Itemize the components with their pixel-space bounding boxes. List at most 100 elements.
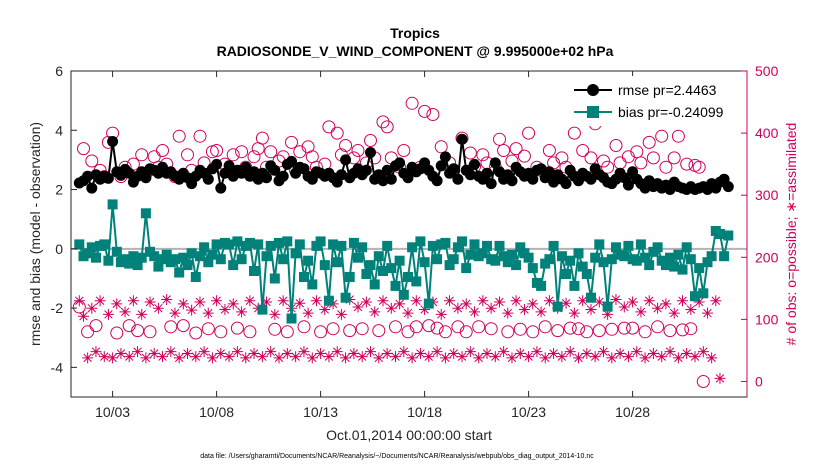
possible-obs-point xyxy=(397,144,411,157)
possible-obs-point xyxy=(555,151,569,165)
assimilated-obs-point xyxy=(369,306,381,318)
possible-obs-point xyxy=(434,140,448,154)
bias-point xyxy=(511,260,522,271)
bias-point xyxy=(315,236,326,247)
assimilated-obs-point xyxy=(431,346,443,358)
bias-point xyxy=(477,248,488,259)
assimilated-obs-point xyxy=(481,348,493,360)
rmse-point xyxy=(360,164,372,176)
bias-point xyxy=(719,251,730,262)
rmse-point xyxy=(722,181,734,193)
assimilated-obs-point xyxy=(236,306,248,318)
assimilated-obs-point xyxy=(435,308,447,320)
bias-point xyxy=(652,242,663,253)
bias-point xyxy=(136,252,147,263)
bias-point xyxy=(199,242,210,253)
y-tick-label: 2 xyxy=(55,182,63,198)
assimilated-obs-point xyxy=(593,296,605,308)
bias-point xyxy=(444,260,455,271)
bias-point xyxy=(186,248,197,259)
assimilated-obs-point xyxy=(660,298,672,310)
assimilated-obs-point xyxy=(202,307,214,319)
assimilated-obs-point xyxy=(381,348,393,360)
assimilated-obs-point xyxy=(302,307,314,319)
rmse-point xyxy=(277,170,289,182)
assimilated-obs-point xyxy=(365,346,377,358)
rmse-point xyxy=(448,163,460,175)
assimilated-obs-point xyxy=(518,303,530,315)
bias-point xyxy=(602,301,613,312)
assimilated-obs-point xyxy=(310,295,322,307)
bias-point xyxy=(153,261,164,272)
assimilated-obs-point xyxy=(631,346,643,358)
assimilated-obs-point xyxy=(589,351,601,363)
bias-point xyxy=(336,240,347,251)
assimilated-obs-point xyxy=(256,351,268,363)
possible-obs-point xyxy=(135,148,149,162)
assimilated-obs-point xyxy=(697,346,709,358)
bias-point xyxy=(419,257,430,268)
bias-point xyxy=(556,251,567,262)
assimilated-obs-point xyxy=(473,352,485,364)
bias-point xyxy=(132,260,143,271)
assimilated-obs-point xyxy=(340,352,352,364)
possible-obs-point xyxy=(405,96,419,110)
bias-point xyxy=(715,229,725,239)
assimilated-obs-point xyxy=(94,295,106,307)
possible-obs-point xyxy=(297,320,311,334)
y2-axis-label: # of obs: o=possible; ∗=assimilated xyxy=(783,123,799,346)
bias-point xyxy=(249,266,259,276)
bias-point xyxy=(290,248,301,259)
possible-obs-point xyxy=(189,326,203,340)
possible-obs-point xyxy=(676,323,689,337)
assimilated-obs-point xyxy=(385,302,397,314)
assimilated-obs-point xyxy=(248,348,260,360)
possible-obs-point xyxy=(422,319,436,333)
assimilated-obs-point xyxy=(668,307,680,319)
bias-point xyxy=(103,255,114,266)
bias-point xyxy=(215,254,226,265)
assimilated-obs-point xyxy=(90,346,102,358)
rmse-point xyxy=(560,178,572,190)
possible-obs-point xyxy=(493,132,506,146)
rmse-point xyxy=(485,178,497,190)
possible-obs-point xyxy=(293,145,307,159)
y-tick-label: -4 xyxy=(51,359,64,375)
assimilated-obs-point xyxy=(265,346,277,358)
y2-tick-label: 200 xyxy=(755,249,779,265)
assimilated-obs-point xyxy=(635,306,647,318)
rmse-point xyxy=(506,175,518,187)
possible-obs-point xyxy=(563,321,577,335)
rmse-point xyxy=(140,172,152,184)
y2-tick-label: 300 xyxy=(755,187,779,203)
assimilated-obs-point xyxy=(190,351,202,363)
assimilated-obs-point xyxy=(165,346,177,358)
rmse-point xyxy=(240,161,252,173)
bias-point xyxy=(332,257,343,268)
assimilated-obs-point xyxy=(489,351,501,363)
rmse-point xyxy=(469,158,480,170)
bias-point xyxy=(507,249,517,260)
bias-point xyxy=(411,276,422,287)
assimilated-obs-point xyxy=(493,296,505,308)
bias-point xyxy=(498,251,509,262)
possible-obs-point xyxy=(542,144,556,157)
chart-subtitle: RADIOSONDE_V_WIND_COMPONENT @ 9.995000e+… xyxy=(217,43,614,59)
bias-point xyxy=(440,237,451,248)
assimilated-obs-point xyxy=(460,298,472,310)
bias-point xyxy=(407,242,418,253)
bias-point xyxy=(561,269,571,279)
bias-point xyxy=(515,242,526,253)
rmse-point xyxy=(223,160,235,172)
assimilated-obs-point xyxy=(111,298,123,310)
rmse-point xyxy=(82,170,94,182)
assimilated-obs-point xyxy=(556,351,568,363)
assimilated-obs-point xyxy=(389,351,401,363)
possible-obs-point xyxy=(235,145,249,159)
possible-obs-point xyxy=(110,326,124,340)
rmse-point xyxy=(535,163,547,175)
assimilated-obs-point xyxy=(419,303,431,315)
bias-point xyxy=(282,236,293,247)
possible-obs-point xyxy=(522,126,536,140)
assimilated-obs-point xyxy=(298,346,310,358)
